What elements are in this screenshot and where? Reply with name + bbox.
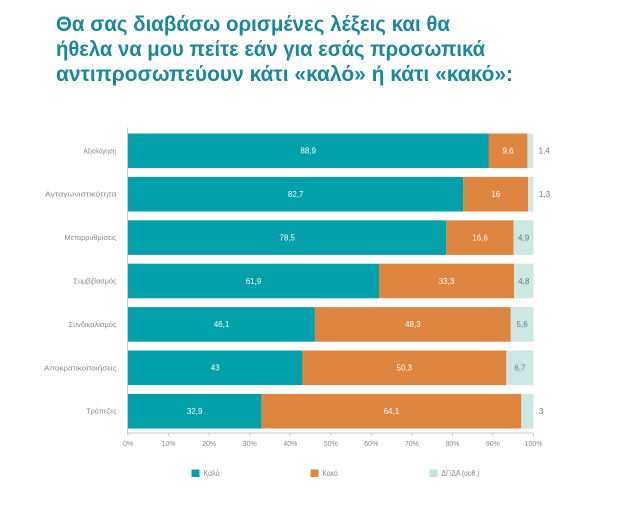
svg-text:4,9: 4,9 [518, 233, 530, 242]
svg-text:50%: 50% [324, 441, 338, 448]
svg-text:40%: 40% [283, 441, 297, 448]
svg-text:64,1: 64,1 [384, 407, 400, 416]
svg-text:10%: 10% [162, 441, 176, 448]
svg-text:3: 3 [539, 407, 544, 416]
svg-text:16,6: 16,6 [472, 233, 488, 242]
svg-text:Μεταρρυθμίσεις: Μεταρρυθμίσεις [65, 233, 117, 242]
svg-text:αντιπροσωπεύουν κάτι «καλό» ή: αντιπροσωπεύουν κάτι «καλό» ή κάτι «κακό… [56, 63, 513, 86]
svg-text:80%: 80% [445, 441, 459, 448]
svg-text:46,1: 46,1 [214, 320, 230, 329]
svg-text:Συνδικαλισμός: Συνδικαλισμός [69, 320, 117, 329]
svg-text:100%: 100% [525, 441, 543, 448]
svg-text:Συμβιβασμός: Συμβιβασμός [74, 277, 117, 286]
svg-text:33,3: 33,3 [439, 277, 455, 286]
svg-text:Καλό: Καλό [204, 469, 220, 478]
svg-text:Ανταγωνιστικότητα: Ανταγωνιστικότητα [45, 190, 117, 199]
svg-text:88,9: 88,9 [300, 147, 316, 156]
svg-text:Θα σας διαβάσω ορισμένες λέξει: Θα σας διαβάσω ορισμένες λέξεις και θα [56, 13, 450, 36]
svg-text:61,9: 61,9 [246, 277, 262, 286]
svg-text:0%: 0% [123, 441, 133, 448]
svg-text:Τράπεζες: Τράπεζες [87, 407, 117, 416]
svg-text:1,3: 1,3 [539, 190, 551, 199]
svg-text:43: 43 [211, 364, 220, 373]
svg-text:50,3: 50,3 [397, 364, 413, 373]
svg-text:60%: 60% [364, 441, 378, 448]
svg-text:Αξιολόγηση: Αξιολόγηση [84, 146, 117, 155]
svg-text:Κακό: Κακό [323, 469, 339, 478]
svg-text:ΔΓ/ΔΑ (αυθ.): ΔΓ/ΔΑ (αυθ.) [442, 469, 480, 478]
svg-text:5,6: 5,6 [517, 320, 529, 329]
svg-text:82,7: 82,7 [288, 190, 304, 199]
svg-text:32,9: 32,9 [187, 407, 203, 416]
svg-text:48,3: 48,3 [405, 320, 421, 329]
svg-text:70%: 70% [405, 441, 419, 448]
svg-text:ήθελα να μου πείτε εάν για εσά: ήθελα να μου πείτε εάν για εσάς προσωπικ… [56, 38, 485, 61]
svg-text:4,8: 4,8 [518, 277, 530, 286]
svg-text:78,5: 78,5 [279, 233, 295, 242]
svg-text:6,7: 6,7 [514, 364, 526, 373]
svg-text:20%: 20% [202, 441, 216, 448]
svg-text:90%: 90% [486, 441, 500, 448]
svg-text:30%: 30% [243, 441, 257, 448]
svg-text:1,4: 1,4 [539, 147, 551, 156]
svg-text:9,6: 9,6 [502, 147, 514, 156]
svg-text:Αποκρατικοποιήσεις: Αποκρατικοποιήσεις [44, 363, 117, 372]
svg-text:16: 16 [491, 190, 500, 199]
